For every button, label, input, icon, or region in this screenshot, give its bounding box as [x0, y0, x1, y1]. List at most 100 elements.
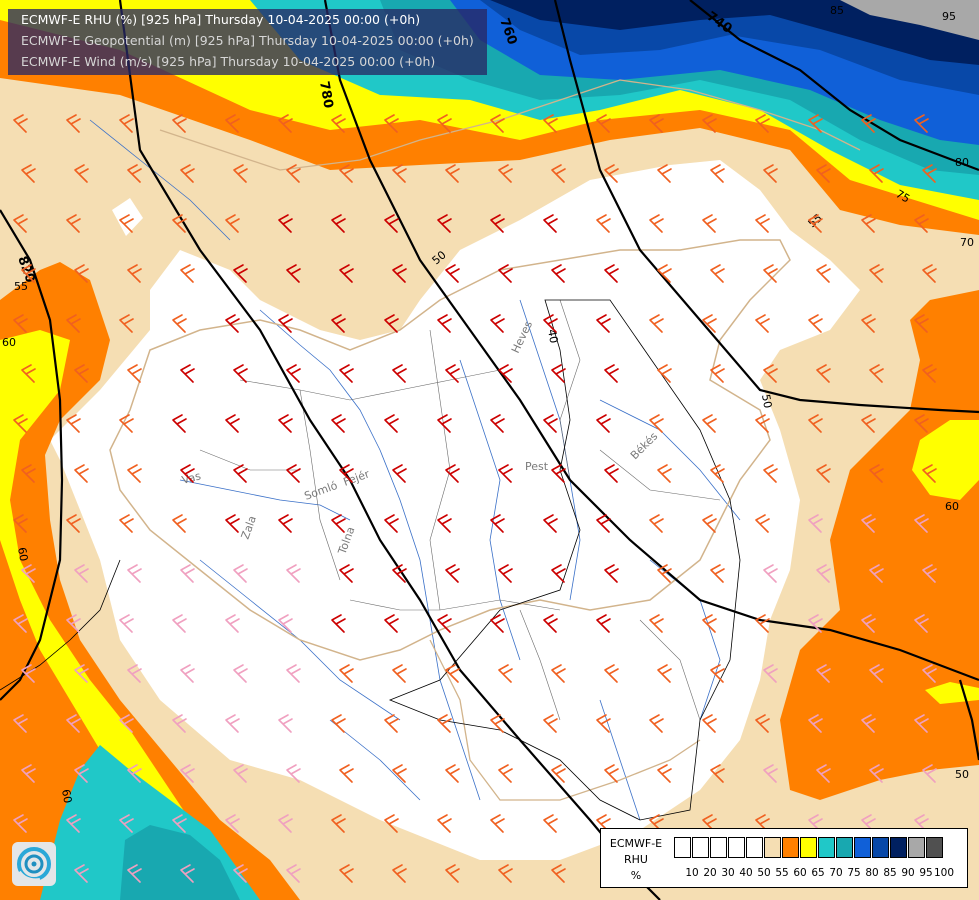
- wind-barb: [551, 264, 566, 283]
- wind-barb: [763, 464, 778, 483]
- wind-barb: [710, 764, 725, 783]
- wind-barb: [119, 514, 134, 533]
- wind-barb: [816, 264, 831, 283]
- wind-barb: [490, 514, 505, 533]
- wind-barb: [710, 364, 725, 383]
- header-title-geopotential: ECMWF-E Geopotential (m) [925 hPa] Thurs…: [21, 33, 474, 48]
- wind-barb: [763, 364, 778, 383]
- legend-tick-label: 40: [739, 867, 753, 879]
- wind-barb: [437, 314, 452, 333]
- wind-barb: [119, 714, 134, 733]
- wind-barb: [861, 514, 876, 533]
- wind-barb: [755, 414, 770, 433]
- legend-tick-label: 75: [847, 867, 861, 879]
- geopotential-east-contour: [958, 679, 979, 761]
- rh-label-60-east: 60: [945, 500, 959, 513]
- wind-barb: [180, 764, 195, 783]
- wind-barb: [278, 514, 293, 533]
- wind-barb: [21, 364, 36, 383]
- rh-65-band-east: [912, 420, 979, 500]
- wind-barb: [339, 864, 354, 883]
- legend-tick-label: 95: [919, 867, 933, 879]
- wind-barb: [445, 364, 460, 383]
- wind-barb: [180, 364, 195, 383]
- wind-barb: [755, 314, 770, 333]
- country-border: [109, 239, 791, 661]
- wind-barb: [922, 464, 937, 483]
- wind-barb: [490, 614, 505, 633]
- wind-barb: [74, 264, 89, 283]
- legend-swatch: [890, 837, 907, 858]
- legend-variable: RHU: [624, 853, 648, 866]
- wind-barb: [922, 564, 937, 583]
- wind-barb: [649, 314, 664, 333]
- wind-barb: [445, 464, 460, 483]
- wind-barb: [596, 314, 611, 333]
- wind-barb: [127, 664, 142, 683]
- legend-tick-label: 20: [703, 867, 717, 879]
- wind-barb: [551, 464, 566, 483]
- wind-barb: [498, 664, 513, 683]
- wind-barb: [437, 214, 452, 233]
- geopotential-820-contour: [118, 0, 661, 900]
- wind-barb: [384, 314, 399, 333]
- wind-barb: [445, 864, 460, 883]
- wind-barb: [331, 514, 346, 533]
- wind-barb: [119, 814, 134, 833]
- wind-barb: [74, 564, 89, 583]
- wind-barb: [21, 564, 36, 583]
- wind-barb: [127, 364, 142, 383]
- wind-barb: [21, 764, 36, 783]
- wind-barb: [498, 864, 513, 883]
- wind-barb: [596, 514, 611, 533]
- swirl-icon: [17, 847, 51, 883]
- wind-barb: [392, 164, 407, 183]
- legend-model: ECMWF-E: [609, 837, 663, 850]
- legend-unit: %: [630, 869, 642, 882]
- wind-barb: [710, 264, 725, 283]
- wind-barb: [710, 464, 725, 483]
- wind-barb: [339, 564, 354, 583]
- wind-barb: [384, 514, 399, 533]
- wind-barb: [331, 814, 346, 833]
- wind-barb: [384, 614, 399, 633]
- wind-barb: [331, 714, 346, 733]
- wind-barb: [233, 764, 248, 783]
- wind-barb: [384, 214, 399, 233]
- wind-barb: [657, 264, 672, 283]
- legend-tick-label: 80: [865, 867, 879, 879]
- wind-barb: [649, 114, 664, 133]
- wind-barb: [816, 664, 831, 683]
- legend-swatch: [710, 837, 727, 858]
- wind-barb: [861, 714, 876, 733]
- wind-barb: [498, 364, 513, 383]
- wind-barb: [233, 164, 248, 183]
- wind-barb: [808, 614, 823, 633]
- wind-barb: [392, 764, 407, 783]
- wind-barb: [331, 214, 346, 233]
- wind-barb: [339, 364, 354, 383]
- color-legend: ECMWF-E RHU % 10 20 30 40 50 55 60 65 70 75 80 85 90…: [600, 828, 968, 888]
- country-border-south: [429, 639, 701, 801]
- wind-barb: [437, 514, 452, 533]
- wind-barb: [66, 314, 81, 333]
- wind-barb: [384, 114, 399, 133]
- wind-barb: [702, 214, 717, 233]
- geopotential-label-780: 780: [316, 80, 335, 109]
- wind-barb: [763, 264, 778, 283]
- wind-barb: [498, 264, 513, 283]
- wind-barb: [74, 364, 89, 383]
- legend-swatch: [674, 837, 691, 858]
- wind-barb: [225, 814, 240, 833]
- wind-barb: [596, 114, 611, 133]
- wind-barb: [763, 164, 778, 183]
- wind-barb: [657, 464, 672, 483]
- wind-barb: [286, 664, 301, 683]
- wind-barb: [127, 164, 142, 183]
- wind-barb: [172, 514, 187, 533]
- wind-barb: [755, 514, 770, 533]
- wind-barb: [490, 214, 505, 233]
- wind-barb: [172, 214, 187, 233]
- wind-barb: [225, 314, 240, 333]
- rh-50-region: [50, 160, 860, 860]
